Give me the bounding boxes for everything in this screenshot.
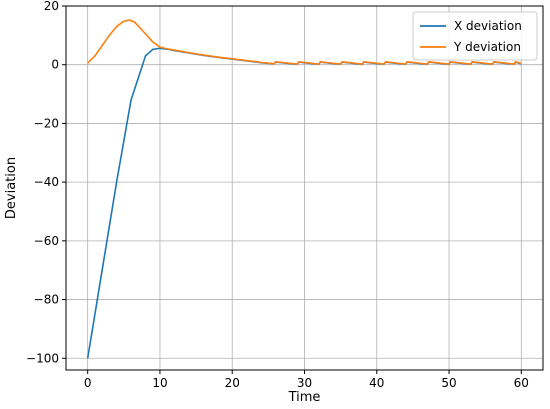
x-tick-label: 50	[441, 376, 456, 390]
y-axis-label: Deviation	[4, 157, 19, 219]
x-axis-label: Time	[288, 390, 321, 405]
y-tick-label: 20	[44, 0, 59, 13]
x-tick-label: 20	[225, 376, 240, 390]
y-tick-label: −60	[34, 234, 59, 248]
y-tick-label: −20	[34, 116, 59, 130]
series-line-y-deviation	[87, 19, 522, 65]
x-tick-label: 30	[297, 376, 312, 390]
axis-ticks: 0 10 20 30 40 50 60 −100 −80 −60 −40 −20 0 20	[26, 0, 529, 390]
y-tick-label: −40	[34, 175, 59, 189]
legend-label: Y deviation	[453, 40, 521, 54]
y-tick-label: −100	[26, 351, 59, 365]
series-lines	[86, 19, 522, 359]
legend: X deviation Y deviation	[412, 11, 538, 61]
x-tick-label: 0	[84, 376, 92, 390]
x-tick-label: 60	[514, 376, 529, 390]
legend-label: X deviation	[454, 19, 522, 33]
y-tick-label: 0	[51, 58, 59, 72]
legend-box	[412, 11, 538, 61]
x-tick-label: 10	[152, 376, 167, 390]
x-tick-label: 40	[369, 376, 384, 390]
y-tick-label: −80	[34, 293, 59, 307]
